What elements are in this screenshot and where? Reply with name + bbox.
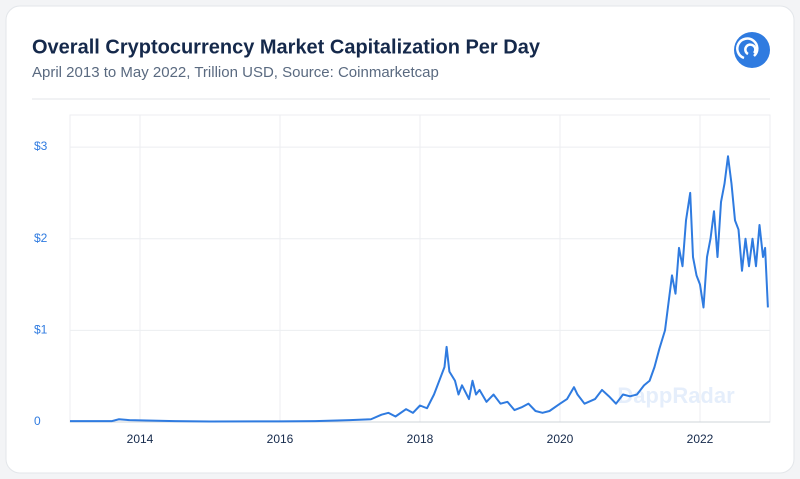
data-line — [70, 155, 769, 423]
y-tick-label: $2 — [34, 231, 48, 245]
y-tick-label: $1 — [34, 323, 48, 337]
chart-title: Overall Cryptocurrency Market Capitaliza… — [32, 36, 541, 58]
x-tick-label: 2016 — [267, 432, 294, 446]
chart-subtitle: April 2013 to May 2022, Trillion USD, So… — [32, 64, 439, 81]
x-tick-label: 2014 — [127, 432, 154, 446]
card — [5, 5, 795, 474]
x-tick-label: 2022 — [687, 432, 714, 446]
y-tick-label: 0 — [34, 414, 41, 428]
x-tick-label: 2018 — [407, 432, 434, 446]
x-tick-label: 2020 — [547, 432, 574, 446]
logo — [734, 32, 770, 68]
y-tick-label: $3 — [34, 139, 48, 153]
